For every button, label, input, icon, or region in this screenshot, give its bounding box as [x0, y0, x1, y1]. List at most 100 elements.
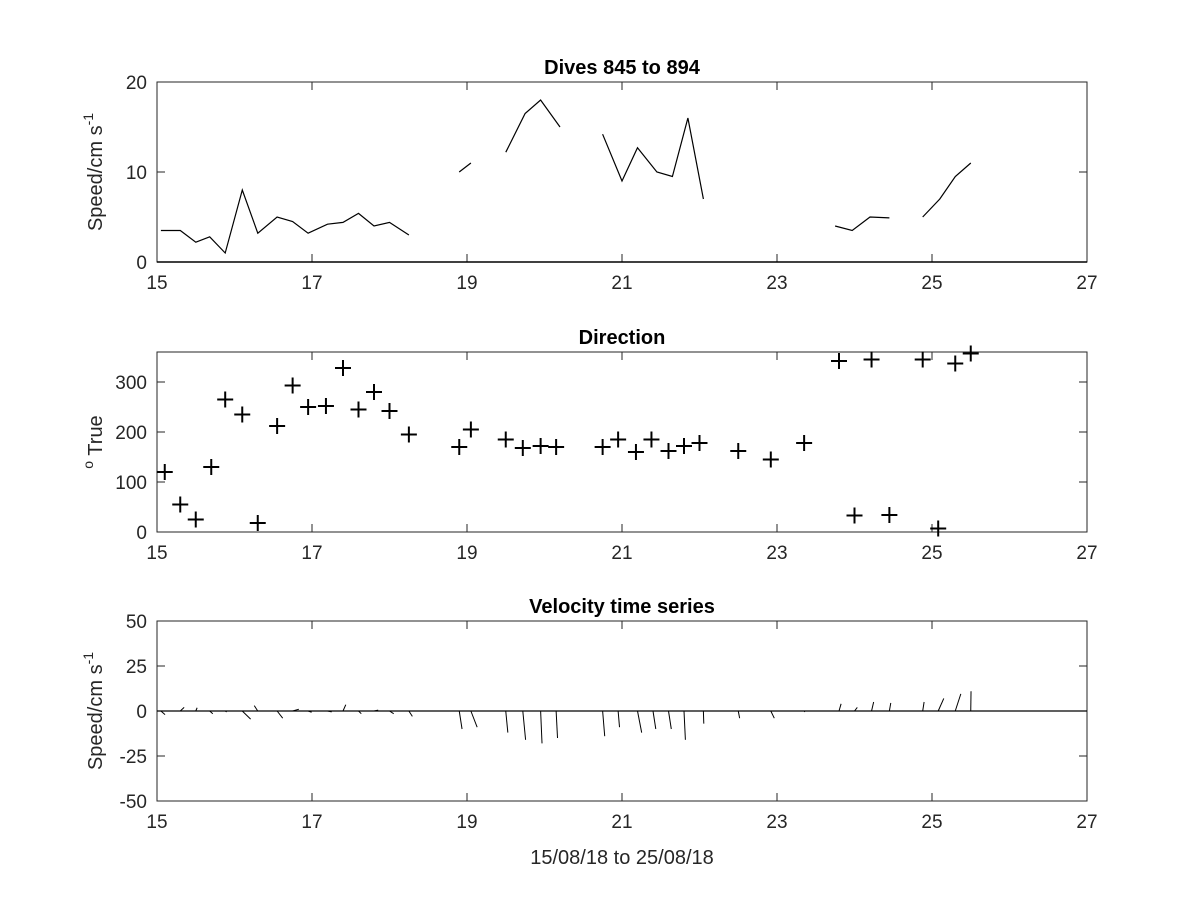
series-line-5: [835, 217, 889, 231]
y-axis-label-text: Speed/cm s: [85, 125, 107, 231]
x-tick-label: 15: [146, 812, 167, 833]
x-tick-label: 25: [921, 273, 942, 294]
scatter-point: [269, 418, 285, 434]
x-tick-label: 25: [921, 543, 942, 564]
scatter-point: [610, 432, 626, 448]
scatter-point: [318, 398, 334, 414]
scatter-point: [300, 399, 316, 415]
x-tick-label: 23: [766, 543, 787, 564]
x-tick-label: 23: [766, 273, 787, 294]
axes-box: [157, 352, 1087, 532]
scatter-point: [595, 439, 611, 455]
scatter-point: [217, 392, 233, 408]
scatter-point: [203, 459, 219, 475]
scatter-point: [915, 352, 931, 368]
chart-title: Dives 845 to 894: [544, 57, 701, 79]
x-tick-label: 21: [611, 273, 632, 294]
velocity-stick: [653, 711, 656, 729]
velocity-stick: [923, 702, 924, 711]
scatter-point: [643, 432, 659, 448]
velocity-stick: [523, 711, 526, 740]
velocity-stick: [771, 711, 774, 718]
scatter-point: [831, 353, 847, 369]
axes-box: [157, 82, 1087, 262]
series-line-1: [161, 190, 409, 253]
velocity-stick: [471, 711, 477, 727]
velocity-stick: [556, 711, 557, 738]
x-tick-label: 19: [456, 812, 477, 833]
y-axis-label: Speed/cm s-1: [80, 113, 107, 231]
velocity-stick: [738, 711, 739, 718]
y-axis-label: Speed/cm s-1: [80, 652, 107, 770]
scatter-point: [676, 438, 692, 454]
x-tick-label: 17: [301, 273, 322, 294]
scatter-point: [963, 346, 979, 362]
y-tick-label: -50: [120, 792, 147, 813]
velocity-stick: [839, 704, 841, 711]
scatter-point: [515, 440, 531, 456]
x-tick-label: 23: [766, 812, 787, 833]
y-tick-label: -25: [120, 747, 147, 768]
scatter-point: [335, 360, 351, 376]
y-axis-label-superscript: -1: [80, 113, 96, 126]
scatter-point: [157, 464, 173, 480]
velocity-stick: [242, 711, 250, 719]
y-tick-label: 0: [136, 253, 147, 274]
x-tick-label: 27: [1076, 273, 1097, 294]
velocity-stick: [409, 711, 412, 716]
velocity-stick: [277, 711, 283, 718]
y-axis-label-superscript: -1: [80, 652, 96, 665]
scatter-point: [382, 403, 398, 419]
y-tick-label: 20: [126, 73, 147, 94]
scatter-point: [250, 515, 266, 531]
series-line-2: [459, 163, 471, 172]
y-axis-label-text: Speed/cm s: [85, 664, 107, 770]
chart-title: Direction: [579, 327, 666, 349]
scatter-point: [172, 497, 188, 513]
y-tick-label: 0: [136, 523, 147, 544]
scatter-point: [401, 427, 417, 443]
velocity-stick: [889, 703, 890, 711]
y-axis-label-text: True: [85, 415, 107, 461]
x-tick-label: 15: [146, 543, 167, 564]
scatter-point: [366, 384, 382, 400]
y-axis-label: o True: [80, 415, 107, 468]
x-tick-label: 19: [456, 273, 477, 294]
x-tick-label: 21: [611, 543, 632, 564]
scatter-point: [498, 432, 514, 448]
scatter-point: [930, 521, 946, 537]
scatter-point: [881, 507, 897, 523]
scatter-point: [847, 508, 863, 524]
velocity-stick: [603, 711, 605, 736]
velocity-stick: [938, 698, 944, 711]
velocity-stick: [684, 711, 685, 740]
x-tick-label: 19: [456, 543, 477, 564]
scatter-point: [947, 356, 963, 372]
velocity-stick: [804, 711, 805, 712]
x-tick-label: 17: [301, 812, 322, 833]
x-tick-label: 27: [1076, 543, 1097, 564]
scatter-point: [864, 352, 880, 368]
velocity-stick: [618, 711, 619, 727]
scatter-point: [451, 439, 467, 455]
x-tick-label: 17: [301, 543, 322, 564]
scatter-point: [548, 439, 564, 455]
y-tick-label: 50: [126, 612, 147, 633]
velocity-stick: [506, 711, 508, 733]
y-tick-label: 25: [126, 657, 147, 678]
scatter-point: [234, 407, 250, 423]
y-tick-label: 200: [115, 423, 147, 444]
velocity-stick: [872, 702, 874, 711]
velocity-stick: [955, 694, 961, 711]
series-line-4: [603, 118, 704, 199]
velocity-stick: [541, 711, 542, 743]
scatter-point: [796, 435, 812, 451]
scatter-point: [188, 512, 204, 528]
y-axis-label-superscript: o: [80, 461, 96, 469]
velocity-stick: [459, 711, 462, 729]
